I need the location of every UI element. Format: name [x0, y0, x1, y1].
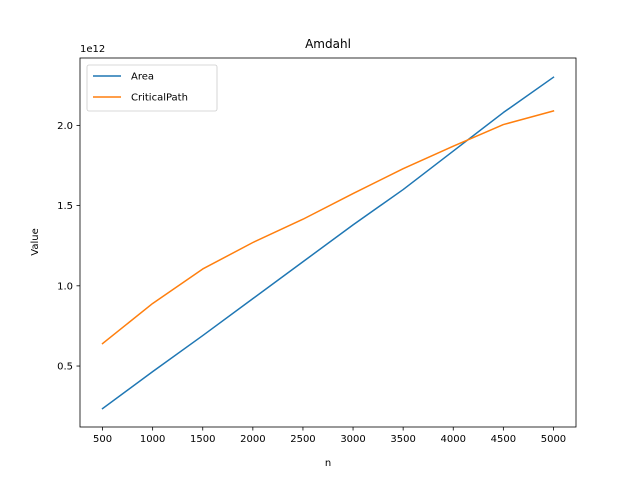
x-tick-label: 5000 — [541, 434, 566, 445]
x-tick-label: 4500 — [491, 434, 516, 445]
x-tick-label: 3500 — [390, 434, 415, 445]
legend-label-criticalpath: CriticalPath — [131, 93, 188, 104]
legend-label-area: Area — [131, 72, 154, 83]
x-tick-label: 4000 — [441, 434, 466, 445]
x-tick-label: 500 — [93, 434, 112, 445]
y-tick-label: 1.5 — [57, 201, 73, 212]
x-tick-label: 1000 — [140, 434, 165, 445]
y-tick-label: 0.5 — [57, 362, 73, 373]
series-line-criticalpath — [101, 110, 555, 345]
x-tick-label: 2500 — [290, 434, 315, 445]
chart-title: Amdahl — [305, 37, 351, 51]
x-tick-label: 1500 — [190, 434, 215, 445]
plot-frame — [79, 57, 577, 428]
y-axis-offset-label: 1e12 — [80, 44, 105, 55]
x-axis-label: n — [325, 458, 331, 469]
x-tick-label: 2000 — [240, 434, 265, 445]
x-tick-label: 3000 — [340, 434, 365, 445]
y-axis-label: Value — [30, 228, 41, 255]
y-tick-label: 1.0 — [57, 281, 73, 292]
series-layer — [101, 76, 555, 410]
y-tick-label: 2.0 — [57, 121, 73, 132]
series-line-area — [101, 76, 555, 410]
ticks-layer: 500 1000 1500 2000 2500 3000 3500 4000 4500 5000 0… — [57, 121, 566, 445]
legend: Area CriticalPath — [86, 64, 218, 112]
